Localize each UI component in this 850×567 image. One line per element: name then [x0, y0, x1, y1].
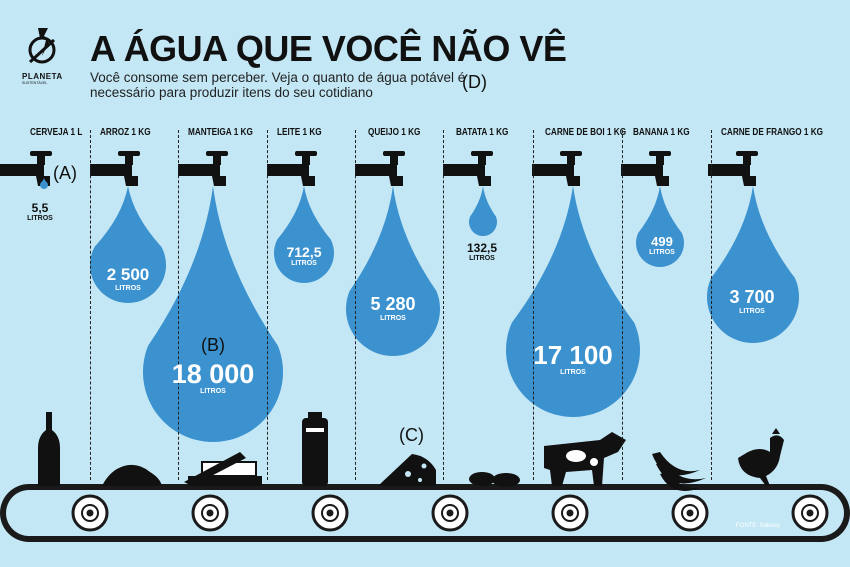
item-label-cheese: QUEIJO 1 KG	[368, 127, 421, 138]
water-drop-icon	[89, 186, 166, 303]
column-divider	[711, 130, 712, 480]
item-value-chicken: 3 700 LITROS	[729, 287, 775, 315]
faucet-icon	[355, 151, 405, 186]
milk-carton-icon	[302, 412, 328, 486]
item-value-beer: 5,5 LITROS	[27, 201, 53, 222]
cow-icon	[544, 432, 626, 486]
page-title: A ÁGUA QUE VOCÊ NÃO VÊ	[90, 28, 567, 69]
water-drop-icon	[143, 186, 284, 442]
item-label-beer: CERVEJA 1 L	[30, 127, 83, 138]
faucet-icon	[621, 151, 671, 186]
potato-icon	[469, 472, 520, 487]
belt-wheel-icon	[551, 494, 589, 532]
annotation-d: (D)	[462, 72, 487, 92]
logo-icon	[28, 28, 56, 64]
water-drop-icon	[346, 186, 440, 356]
belt-wheel-icon	[191, 494, 229, 532]
belt-wheel-icon	[791, 494, 829, 532]
water-drop-icon	[274, 186, 334, 284]
faucet-icon	[178, 151, 228, 186]
source-credit: FONTE: Sabesp	[736, 523, 781, 529]
rice-pile-icon	[102, 464, 162, 486]
logo-subtitle: SUSTENTÁVEL	[22, 81, 48, 85]
item-label-rice: ARROZ 1 KG	[100, 127, 151, 138]
belt-wheel-icon	[71, 494, 109, 532]
butter-dish-icon	[184, 452, 262, 486]
item-value-potato: 132,5 LITROS	[466, 241, 498, 262]
annotation-b: (B)	[201, 335, 225, 355]
water-drop-icon	[707, 186, 799, 343]
cheese-icon	[378, 454, 436, 486]
water-drop-icon	[39, 178, 48, 189]
faucet-icon	[90, 151, 140, 186]
item-label-chicken: CARNE DE FRANGO 1 KG	[721, 127, 824, 138]
column-divider	[267, 130, 268, 480]
item-label-butter: MANTEIGA 1 KG	[188, 127, 253, 138]
chicken-icon	[738, 428, 784, 486]
annotation-c: (C)	[399, 425, 424, 445]
water-drop-icon	[505, 186, 640, 418]
column-divider	[443, 130, 444, 480]
item-value-milk: 712,5 LITROS	[286, 244, 322, 267]
item-value-beef: 17 100 LITROS	[533, 340, 613, 376]
column-divider	[533, 130, 534, 480]
banana-icon	[652, 452, 706, 491]
item-value-rice: 2 500 LITROS	[106, 265, 150, 292]
column-divider	[622, 130, 623, 480]
belt-wheel-icon	[671, 494, 709, 532]
annotation-a: (A)	[53, 163, 77, 183]
item-label-milk: LEITE 1 KG	[277, 127, 322, 138]
column-divider	[90, 130, 91, 480]
belt-wheel-icon	[431, 494, 469, 532]
beer-bottle-icon	[38, 412, 60, 486]
belt-wheel-icon	[311, 494, 349, 532]
item-value-cheese: 5 280 LITROS	[370, 294, 416, 322]
water-drop-icon	[636, 186, 684, 268]
logo: PLANETA SUSTENTÁVEL	[22, 26, 74, 86]
page-subtitle: Você consome sem perceber. Veja o quanto…	[90, 70, 466, 100]
item-label-beef: CARNE DE BOI 1 KG	[545, 127, 627, 138]
item-label-potato: BATATA 1 KG	[456, 127, 509, 138]
column-divider	[178, 130, 179, 480]
logo-brand: PLANETA	[22, 72, 63, 81]
faucet-icon	[267, 151, 317, 186]
faucet-icon	[532, 151, 582, 186]
water-drop-icon	[469, 186, 497, 236]
conveyor-belt	[0, 484, 850, 542]
item-label-banana: BANANA 1 KG	[633, 127, 690, 138]
faucet-icon	[708, 151, 758, 186]
item-value-butter: 18 000 LITROS	[171, 359, 255, 395]
item-value-banana: 499 LITROS	[649, 234, 675, 256]
faucet-icon	[443, 151, 493, 186]
column-divider	[355, 130, 356, 480]
